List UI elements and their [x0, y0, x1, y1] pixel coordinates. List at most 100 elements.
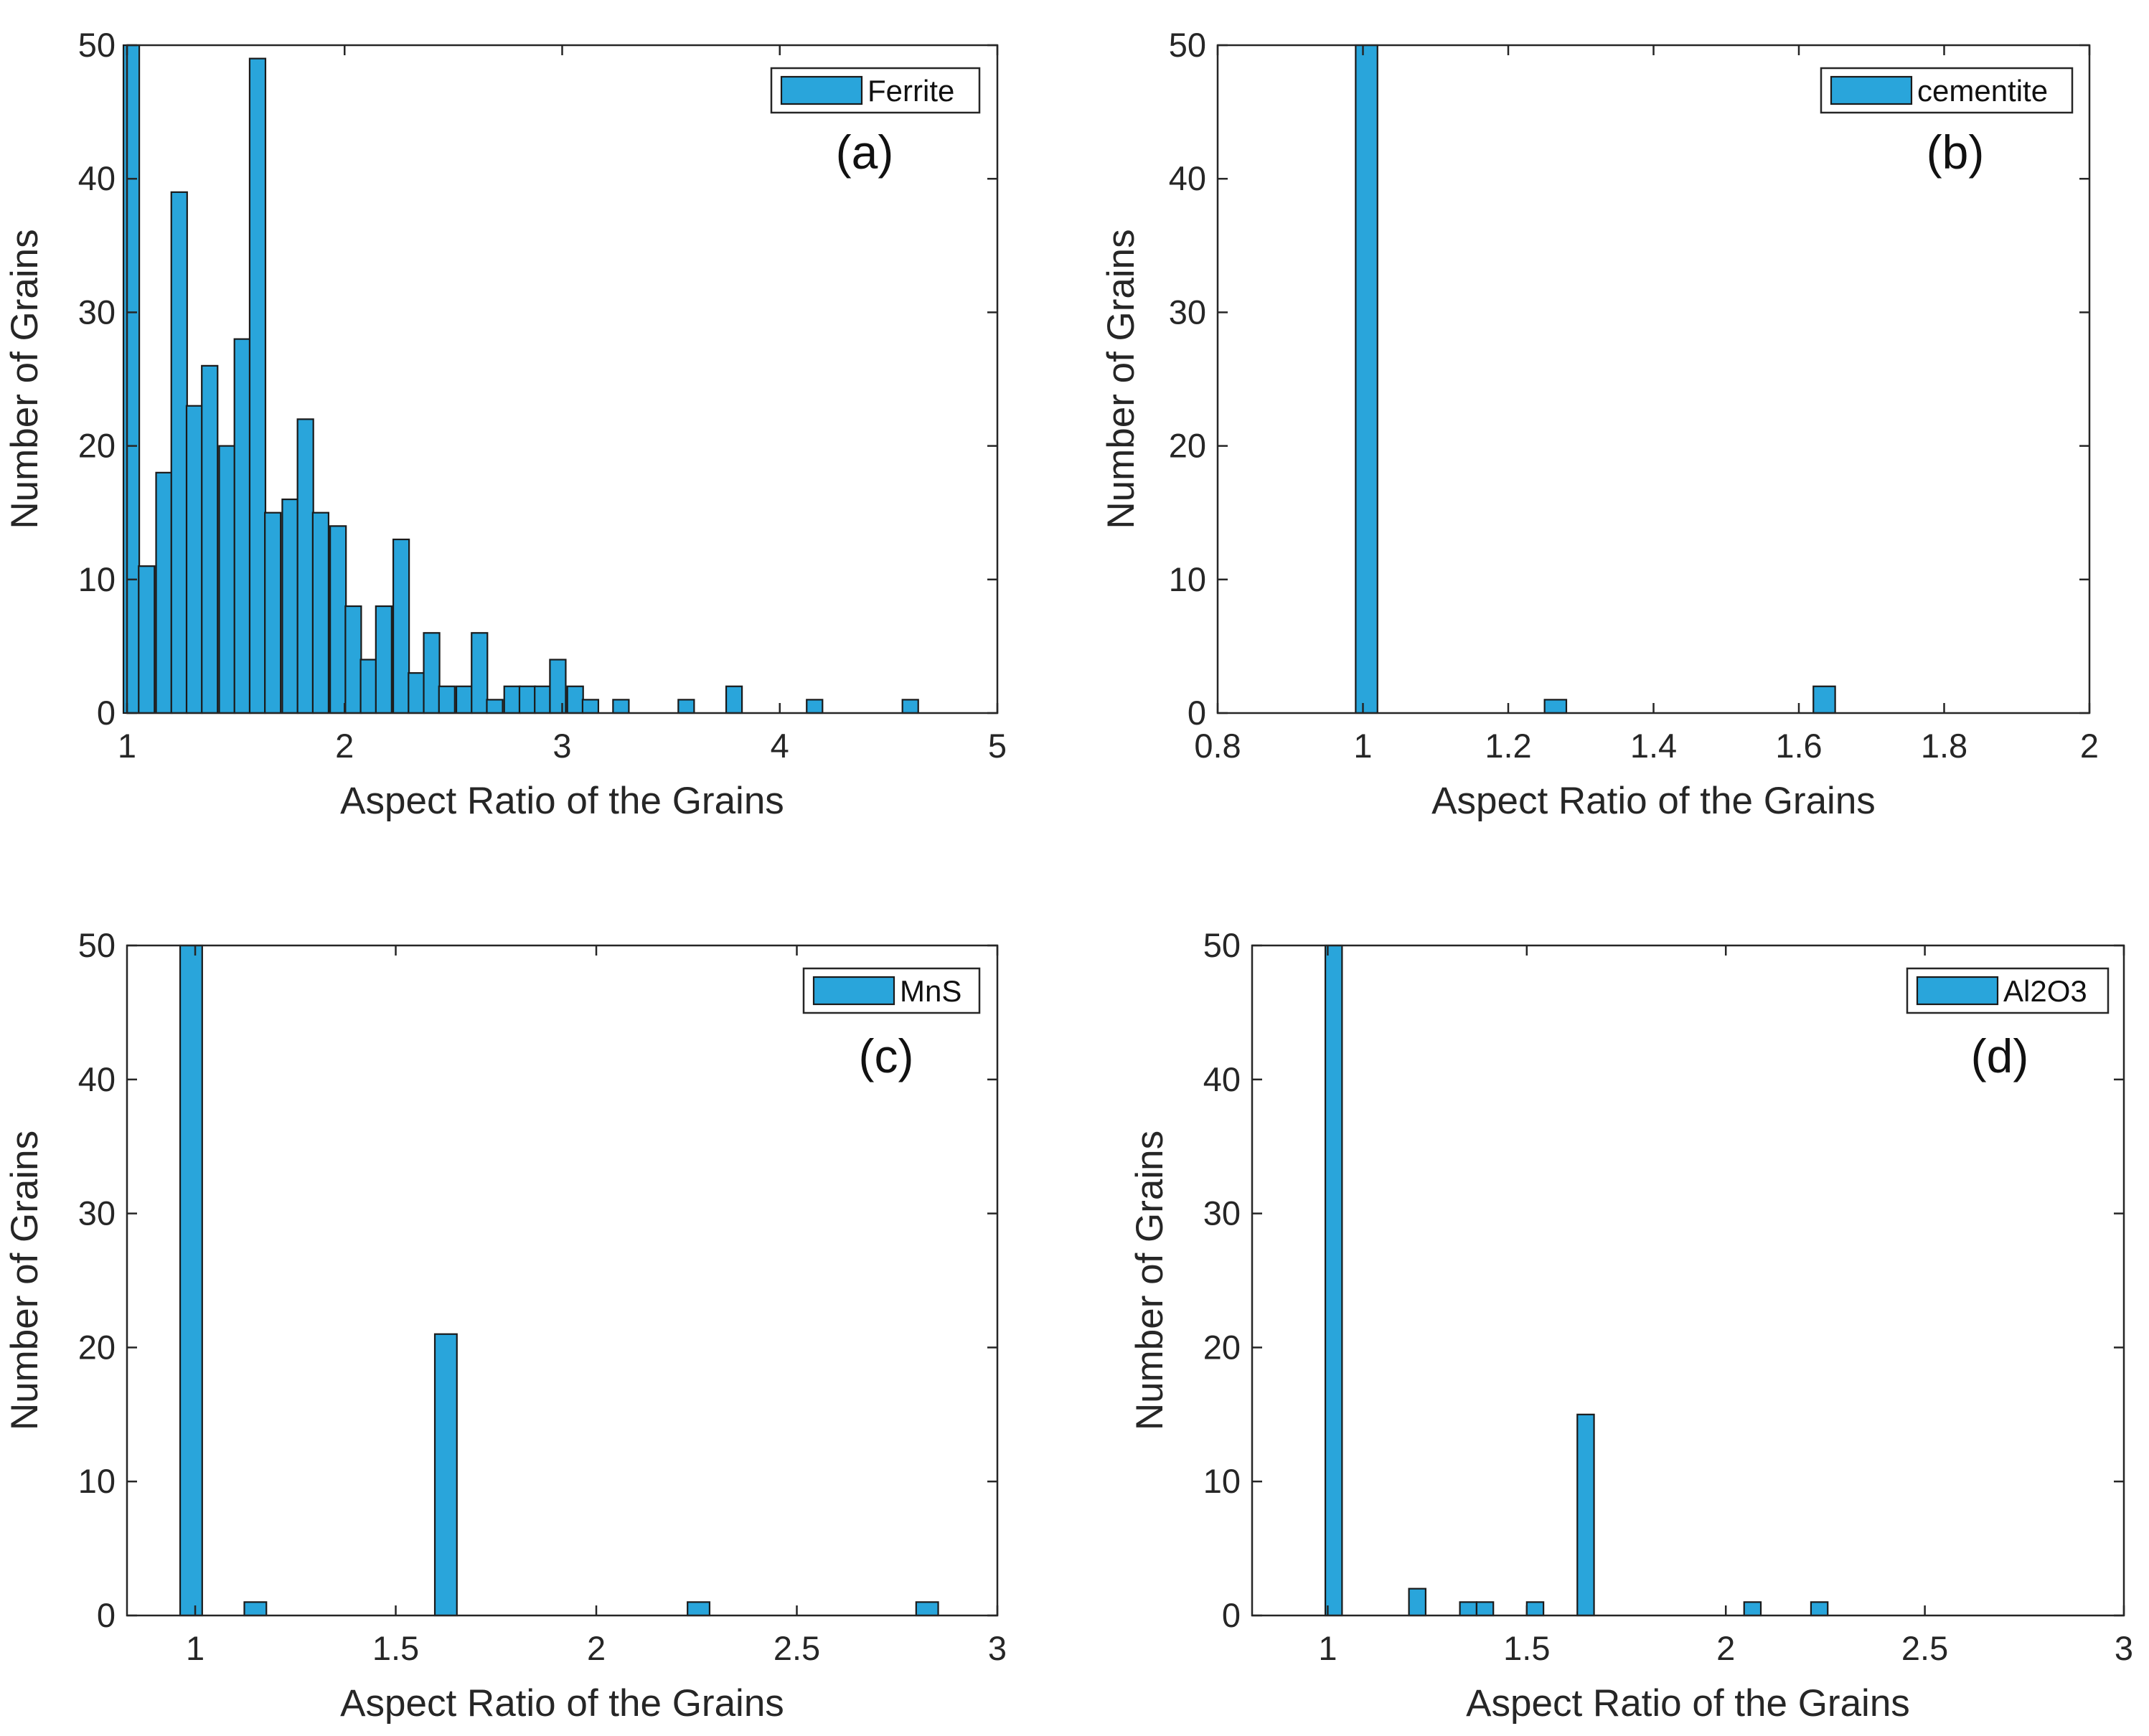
- x-tick-label: 3: [988, 1629, 1007, 1667]
- histogram-bar: [329, 525, 347, 714]
- histogram-bar: [1576, 1413, 1595, 1617]
- y-tick-label: 20: [78, 1328, 116, 1366]
- histogram-bar: [915, 1601, 939, 1617]
- histogram-bar: [1543, 699, 1568, 714]
- y-tick-label: 20: [1169, 427, 1206, 465]
- histogram-bar: [296, 418, 314, 714]
- histogram-bar: [1408, 1588, 1426, 1617]
- histogram-bar: [359, 659, 377, 714]
- y-tick-label: 40: [78, 159, 116, 197]
- histogram-bar: [471, 632, 489, 714]
- histogram-bar: [233, 338, 251, 714]
- axes-frame: [1251, 944, 2125, 1617]
- x-tick-label: 2: [587, 1629, 606, 1667]
- x-tick-label: 1.4: [1630, 727, 1677, 765]
- y-tick-label: 10: [78, 560, 116, 598]
- x-axis-label: Aspect Ratio of the Grains: [340, 780, 784, 822]
- histogram-bar: [725, 685, 743, 714]
- histogram-bar: [806, 699, 824, 714]
- x-tick-label: 1.5: [1503, 1629, 1550, 1667]
- histogram-bar: [423, 632, 441, 714]
- y-tick-label: 30: [78, 293, 116, 331]
- panel-tag: (a): [836, 126, 894, 179]
- histogram-bar: [122, 44, 141, 714]
- legend-swatch: [1830, 75, 1913, 105]
- x-tick-label: 1.2: [1485, 727, 1531, 765]
- y-axis-label: Number of Grains: [4, 1131, 46, 1430]
- histogram-bar: [344, 605, 362, 714]
- y-tick-label: 0: [1188, 694, 1206, 732]
- x-tick-label: 1.6: [1775, 727, 1822, 765]
- x-tick-label: 1: [186, 1629, 204, 1667]
- y-tick-label: 50: [78, 926, 116, 964]
- y-tick-label: 20: [78, 427, 116, 465]
- histogram-bar: [155, 471, 173, 714]
- y-tick-label: 30: [1169, 293, 1206, 331]
- histogram-bar: [455, 685, 474, 714]
- y-tick-label: 50: [1169, 26, 1206, 64]
- y-tick-label: 40: [1203, 1060, 1241, 1098]
- histogram-bar: [1324, 944, 1343, 1617]
- histogram-bar: [248, 57, 267, 714]
- histogram-bar: [138, 565, 156, 714]
- histogram-bar: [486, 699, 504, 714]
- y-tick-label: 0: [97, 1596, 116, 1634]
- histogram-bar: [1810, 1601, 1829, 1617]
- histogram-bar: [1743, 1601, 1762, 1617]
- histogram-bar: [433, 1333, 458, 1617]
- histogram-bar: [281, 498, 299, 714]
- histogram-bar: [185, 405, 204, 714]
- y-tick-label: 50: [78, 26, 116, 64]
- histogram-bar: [264, 511, 282, 714]
- histogram-bar: [687, 1601, 711, 1617]
- legend: cementite: [1820, 67, 2074, 114]
- histogram-bar: [170, 191, 188, 714]
- legend-label: Ferrite: [867, 74, 954, 108]
- y-tick-label: 40: [1169, 159, 1206, 197]
- histogram-bar: [549, 659, 567, 714]
- legend-label: cementite: [1917, 74, 2048, 108]
- histogram-bar: [438, 685, 456, 714]
- x-axis-label: Aspect Ratio of the Grains: [1431, 780, 1876, 822]
- panel-tag: (b): [1927, 126, 1985, 179]
- y-tick-label: 50: [1203, 926, 1241, 964]
- y-axis-label: Number of Grains: [1129, 1131, 1171, 1430]
- panel-tag: (c): [859, 1029, 914, 1082]
- y-tick-label: 0: [1222, 1596, 1241, 1634]
- histogram-bar: [1355, 44, 1378, 714]
- histogram-bar: [375, 605, 392, 714]
- x-tick-label: 5: [988, 727, 1007, 765]
- histogram-bar: [534, 685, 552, 714]
- x-tick-label: 1.5: [372, 1629, 419, 1667]
- x-tick-label: 0.8: [1194, 727, 1241, 765]
- y-tick-label: 40: [78, 1060, 116, 1098]
- histogram-bar: [518, 685, 537, 714]
- y-tick-label: 10: [1203, 1462, 1241, 1500]
- histogram-bar: [1459, 1601, 1478, 1617]
- x-tick-label: 2: [2080, 727, 2099, 765]
- panel-tag: (d): [1971, 1029, 2029, 1082]
- x-tick-label: 1: [1353, 727, 1372, 765]
- histogram-bar: [1812, 685, 1836, 714]
- legend: Al2O3: [1906, 967, 2110, 1014]
- x-axis-label: Aspect Ratio of the Grains: [1466, 1682, 1910, 1725]
- x-tick-label: 1: [1318, 1629, 1337, 1667]
- x-tick-label: 2.5: [773, 1629, 820, 1667]
- histogram-bar: [218, 445, 236, 714]
- histogram-bar: [566, 685, 584, 714]
- histogram-bar: [1525, 1601, 1545, 1617]
- x-axis-label: Aspect Ratio of the Grains: [340, 1682, 784, 1725]
- histogram-bar: [243, 1601, 268, 1617]
- x-tick-label: 3: [2115, 1629, 2133, 1667]
- x-tick-label: 2: [335, 727, 354, 765]
- histogram-bar: [392, 538, 410, 714]
- y-tick-label: 20: [1203, 1328, 1241, 1366]
- legend-swatch: [1916, 976, 1999, 1006]
- histogram-bar: [581, 699, 600, 714]
- legend-swatch: [780, 75, 863, 105]
